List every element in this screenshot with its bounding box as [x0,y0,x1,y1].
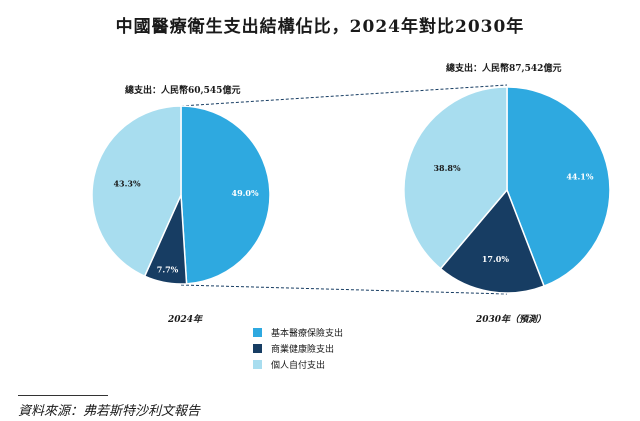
pie-slice-out-of-pocket [91,105,182,278]
source-note: 資料來源：弗若斯特沙利文報告 [18,404,201,419]
slice-value-label: 49.0% [232,188,259,198]
slice-value-label: 44.1% [566,171,593,181]
total-label-2024: 總支出：人民幣60,545億元 [125,86,241,96]
year-label-2024: 2024年 [168,315,203,325]
legend-label: 個人自付支出 [271,360,326,371]
pie-slice-commercial-insurance [439,188,546,294]
legend: 基本醫療保險支出 商業健康險支出 個人自付支出 [253,324,343,372]
legend-swatch [253,327,262,337]
pie-2030: 44.1% 17.0% 38.8% [403,86,611,294]
legend-label: 基本醫療保險支出 [271,328,344,339]
legend-swatch [253,359,262,369]
legend-swatch [253,343,262,353]
connector-top [180,84,508,107]
source-divider [18,395,108,396]
connector-bottom [180,284,508,295]
pie-slice-basic-insurance [506,86,611,288]
slice-value-label: 43.3% [113,178,140,188]
chart-title: 中國醫療衛生支出結構佔比，2024年對比2030年 [115,17,525,37]
pie-2024: 49.0% 7.7% 43.3% [91,105,271,285]
slice-value-label: 17.0% [482,254,509,264]
slice-value-label: 7.7% [157,264,179,274]
pie-slice-basic-insurance [180,105,271,285]
legend-item-commercial-insurance: 商業健康險支出 [253,340,343,356]
legend-label: 商業健康險支出 [271,344,335,355]
year-label-2030: 2030年（預測） [476,315,547,325]
slice-value-label: 38.8% [433,163,460,173]
legend-item-out-of-pocket: 個人自付支出 [253,356,343,372]
total-label-2030: 總支出：人民幣87,542億元 [446,64,562,74]
legend-item-basic-insurance: 基本醫療保險支出 [253,324,343,340]
pie-slice-out-of-pocket [403,86,508,270]
